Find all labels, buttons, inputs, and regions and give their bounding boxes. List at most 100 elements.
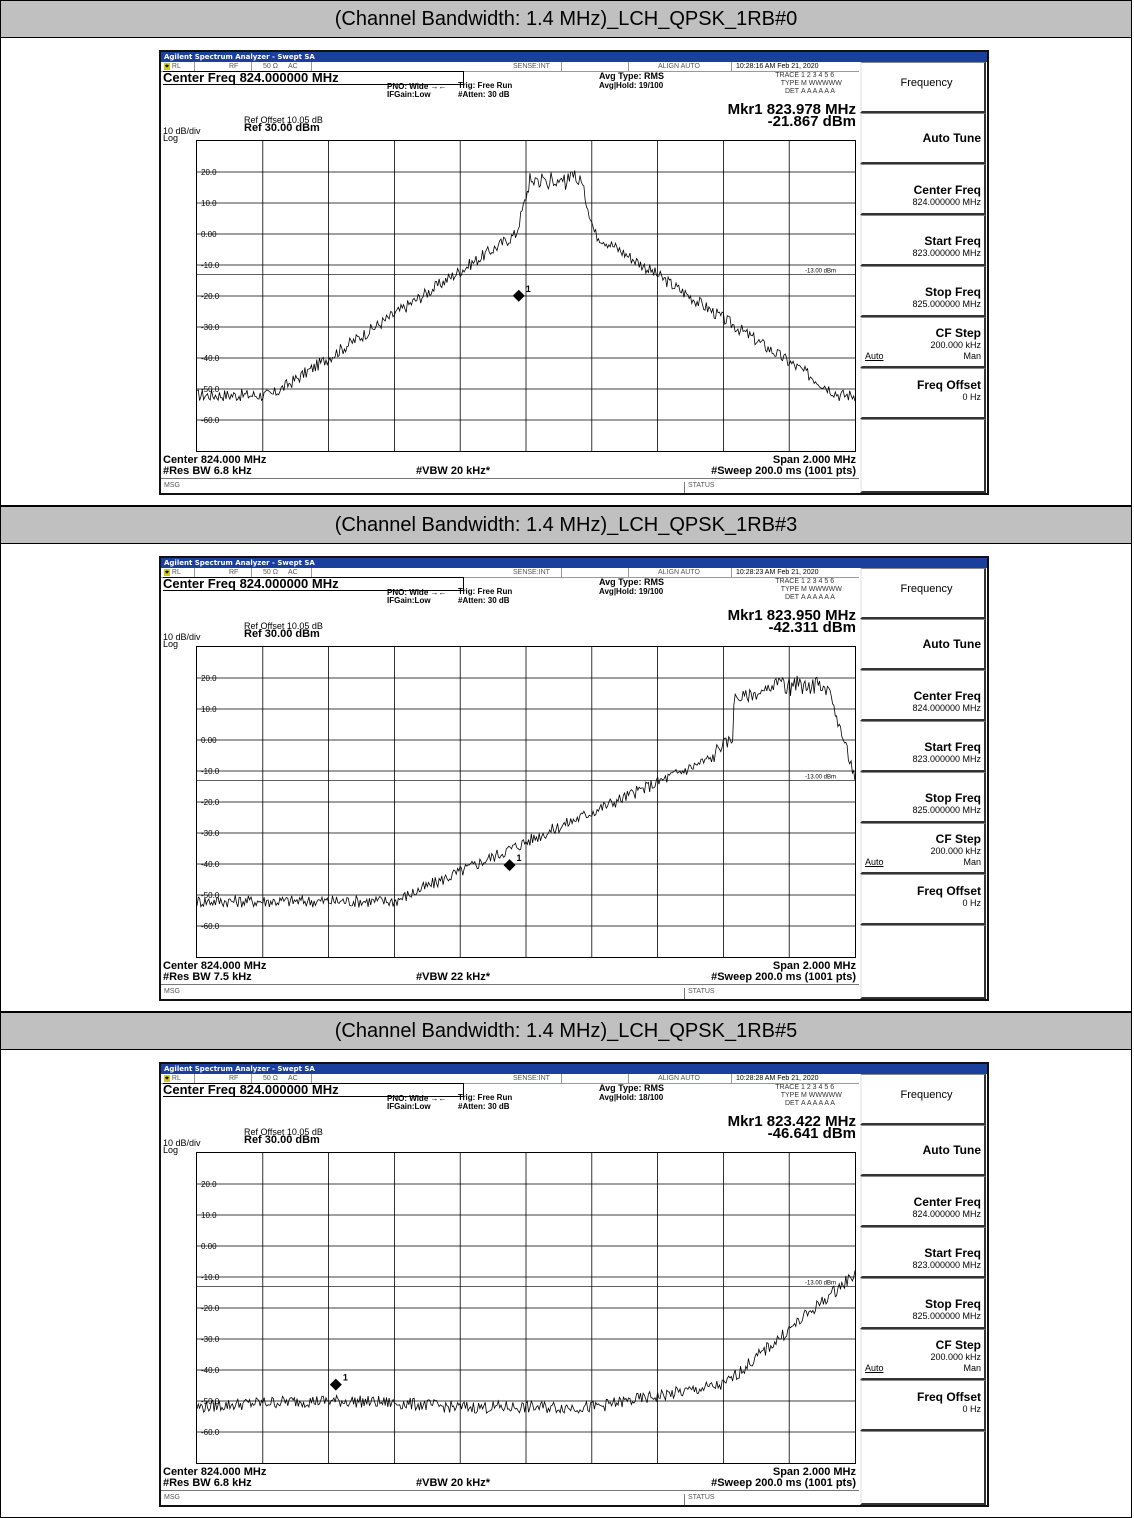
rl-indicator: ⌖ RL (164, 569, 181, 576)
align-indicator: ALIGN AUTO (658, 63, 700, 70)
start-freq-button[interactable]: Start Freq 823.000000 MHz (860, 215, 986, 266)
scale-per-div: 10 dB/div (163, 1138, 201, 1148)
ref-offset: Ref Offset 10.05 dB (244, 621, 323, 631)
trig-setting: Trig: Free Run (458, 1093, 513, 1102)
man-option[interactable]: Man (963, 351, 981, 361)
align-indicator: ALIGN AUTO (658, 569, 700, 576)
y-tick-label: -50.0 (201, 891, 220, 900)
coupling-indicator: AC (288, 63, 298, 70)
pno-setting: PNO: Wide →← (387, 588, 447, 597)
auto-option[interactable]: Auto (865, 351, 884, 361)
rl-indicator: ⌖ RL (164, 1075, 181, 1082)
freq-offset-button[interactable]: Freq Offset 0 Hz (860, 1380, 986, 1431)
marker-1-label: 1 (343, 1373, 348, 1383)
spectrum-analyzer-window: Agilent Spectrum Analyzer - Swept SA ⌖ R… (159, 556, 989, 1001)
trace-plot[interactable]: 20.0 10.0 0.00 -10.0 -20.0 -30.0 -40.0 -50.0 -60… (196, 1152, 856, 1464)
center-freq-button[interactable]: Center Freq 824.000000 MHz (860, 164, 986, 215)
section-heading: (Channel Bandwidth: 1.4 MHz)_LCH_QPSK_1R… (0, 0, 1132, 38)
span-footer: Span 2.000 MHz (772, 1466, 856, 1478)
menu-title-frequency: Frequency (860, 568, 986, 619)
auto-tune-button[interactable]: Auto Tune (860, 619, 986, 670)
sense-indicator: SENSE:INT (513, 63, 550, 70)
status-row: ⌖ RL RF 50 Ω AC SENSE:INT ALIGN AUTO 10:… (161, 1074, 859, 1084)
atten-setting: #Atten: 30 dB (458, 1102, 510, 1111)
man-option[interactable]: Man (963, 857, 981, 867)
app-title: Agilent Spectrum Analyzer - Swept SA (164, 559, 315, 567)
center-freq-readout[interactable]: Center Freq 824.000000 MHz (163, 577, 464, 591)
y-tick-label: -30.0 (201, 829, 220, 838)
man-option[interactable]: Man (963, 1363, 981, 1373)
start-freq-button[interactable]: Start Freq 823.000000 MHz (860, 1227, 986, 1278)
status-label: STATUS (684, 988, 715, 999)
marker-1-diamond[interactable] (512, 289, 525, 302)
lxi-badge: ⌖ (164, 1075, 170, 1082)
y-tick-label: -40.0 (201, 354, 220, 363)
center-freq-button[interactable]: Center Freq 824.000000 MHz (860, 1176, 986, 1227)
y-tick-label: -10.0 (201, 261, 220, 270)
det-label: DET (785, 1100, 799, 1107)
empty-softkey[interactable] (860, 419, 986, 493)
timestamp: 10:28:23 AM Feb 21, 2020 (736, 569, 819, 576)
stop-freq-button[interactable]: Stop Freq 825.000000 MHz (860, 266, 986, 317)
status-row: ⌖ RL RF 50 Ω AC SENSE:INT ALIGN AUTO 10:… (161, 568, 859, 578)
freq-offset-button[interactable]: Freq Offset 0 Hz (860, 368, 986, 419)
app-title-bar: Agilent Spectrum Analyzer - Swept SA (161, 1064, 987, 1074)
det-values: A A A A A A (801, 1100, 835, 1107)
log-scale-label: Log (163, 1145, 179, 1155)
avg-hold: Avg|Hold: 19/100 (599, 587, 664, 596)
status-label: STATUS (684, 1494, 715, 1505)
y-tick-label: -30.0 (201, 323, 220, 332)
stop-freq-button[interactable]: Stop Freq 825.000000 MHz (860, 1278, 986, 1329)
type-values: M WWWWW (801, 586, 842, 593)
app-title: Agilent Spectrum Analyzer - Swept SA (164, 53, 315, 61)
cf-step-button[interactable]: CF Step 200.000 kHz Auto Man (860, 317, 986, 368)
center-freq-readout[interactable]: Center Freq 824.000000 MHz (163, 71, 464, 85)
atten-setting: #Atten: 30 dB (458, 596, 510, 605)
app-title: Agilent Spectrum Analyzer - Swept SA (164, 1065, 315, 1073)
rbw-footer: #Res BW 6.8 kHz (163, 465, 252, 477)
coupling-indicator: AC (288, 1075, 298, 1082)
type-label: TYPE (780, 586, 799, 593)
trig-setting: Trig: Free Run (458, 587, 513, 596)
stop-freq-button[interactable]: Stop Freq 825.000000 MHz (860, 772, 986, 823)
menu-title-frequency: Frequency (860, 62, 986, 113)
coupling-indicator: AC (288, 569, 298, 576)
vbw-footer: #VBW 20 kHz* (416, 1477, 490, 1489)
section-heading: (Channel Bandwidth: 1.4 MHz)_LCH_QPSK_1R… (0, 506, 1132, 544)
sweep-footer: #Sweep 200.0 ms (1001 pts) (711, 971, 856, 983)
y-tick-label: -60.0 (201, 416, 220, 425)
impedance-indicator: 50 Ω (263, 63, 278, 70)
cf-step-button[interactable]: CF Step 200.000 kHz Auto Man (860, 823, 986, 874)
screenshot-cell: Agilent Spectrum Analyzer - Swept SA ⌖ R… (0, 544, 1132, 1012)
trace-plot[interactable]: 20.0 10.0 0.00 -10.0 -20.0 -30.0 -40.0 -50.0 -60… (196, 646, 856, 958)
type-label: TYPE (780, 80, 799, 87)
y-tick-label: -30.0 (201, 1335, 220, 1344)
start-freq-button[interactable]: Start Freq 823.000000 MHz (860, 721, 986, 772)
center-freq-readout[interactable]: Center Freq 824.000000 MHz (163, 1083, 464, 1097)
rl-indicator: ⌖ RL (164, 63, 181, 70)
rf-indicator: RF (229, 1075, 239, 1082)
marker-1-diamond[interactable] (329, 1378, 342, 1391)
screenshot-cell: Agilent Spectrum Analyzer - Swept SA ⌖ R… (0, 38, 1132, 506)
section-heading: (Channel Bandwidth: 1.4 MHz)_LCH_QPSK_1R… (0, 1012, 1132, 1050)
app-title-bar: Agilent Spectrum Analyzer - Swept SA (161, 52, 987, 62)
timestamp: 10:28:28 AM Feb 21, 2020 (736, 1075, 819, 1082)
freq-offset-button[interactable]: Freq Offset 0 Hz (860, 874, 986, 925)
avg-type: Avg Type: RMS (599, 71, 665, 81)
y-tick-label: 0.00 (201, 1242, 217, 1251)
spectrum-trace (196, 1270, 856, 1414)
empty-softkey[interactable] (860, 925, 986, 999)
auto-tune-button[interactable]: Auto Tune (860, 113, 986, 164)
center-freq-button[interactable]: Center Freq 824.000000 MHz (860, 670, 986, 721)
menu-title-frequency: Frequency (860, 1074, 986, 1125)
y-tick-label: -50.0 (201, 1397, 220, 1406)
avg-hold: Avg|Hold: 19/100 (599, 81, 664, 90)
trace-plot[interactable]: 20.0 10.0 0.00 -10.0 -20.0 -30.0 -40.0 -50.0 -60… (196, 140, 856, 452)
auto-option[interactable]: Auto (865, 857, 884, 867)
cf-step-button[interactable]: CF Step 200.000 kHz Auto Man (860, 1329, 986, 1380)
trace-label: TRACE (775, 578, 799, 585)
auto-option[interactable]: Auto (865, 1363, 884, 1373)
empty-softkey[interactable] (860, 1431, 986, 1505)
auto-tune-button[interactable]: Auto Tune (860, 1125, 986, 1176)
marker-1-diamond[interactable] (503, 859, 516, 872)
